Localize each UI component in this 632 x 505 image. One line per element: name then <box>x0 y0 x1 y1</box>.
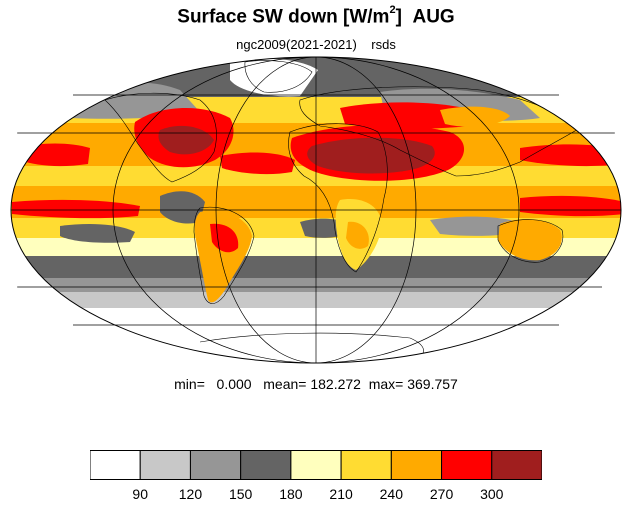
colorbar-tick-label: 180 <box>279 486 303 502</box>
colorbar-box <box>189 450 242 480</box>
map-title: Surface SW down [W/m2] AUG <box>0 4 632 28</box>
colorbar-tick-label: 240 <box>379 486 404 502</box>
colorbar-tick-label: 270 <box>429 486 454 502</box>
color-legend <box>90 450 542 480</box>
colorbar-box <box>390 450 443 480</box>
colorbar-box <box>340 450 392 480</box>
colorbar-tick-label: 120 <box>178 486 203 502</box>
graticule <box>10 56 622 364</box>
colorbar-box <box>290 450 342 480</box>
title-bracket: ] <box>395 6 402 28</box>
statistics-line: min= 0.000 mean= 182.272 max= 369.757 <box>174 376 458 392</box>
title-month: AUG <box>412 6 455 28</box>
colorbar-box <box>90 450 141 480</box>
colorbar-box <box>491 450 542 480</box>
colorbar-box <box>441 450 493 480</box>
colorbar-tick-label: 300 <box>480 486 504 502</box>
colorbar-ticks: 90 120 150 180 210 240 270 300 <box>90 486 542 504</box>
colorbar-tick-label: 90 <box>132 486 149 502</box>
title-text: Surface SW down [W/m <box>177 6 390 28</box>
title-superscript: 2 <box>389 4 396 16</box>
colorbar-tick-label: 150 <box>228 486 253 502</box>
colorbar-box <box>139 450 191 480</box>
map-subtitle: ngc2009(2021-2021) rsds <box>236 37 396 52</box>
colorbar-box <box>240 450 292 480</box>
colorbar-tick-label: 210 <box>329 486 353 502</box>
